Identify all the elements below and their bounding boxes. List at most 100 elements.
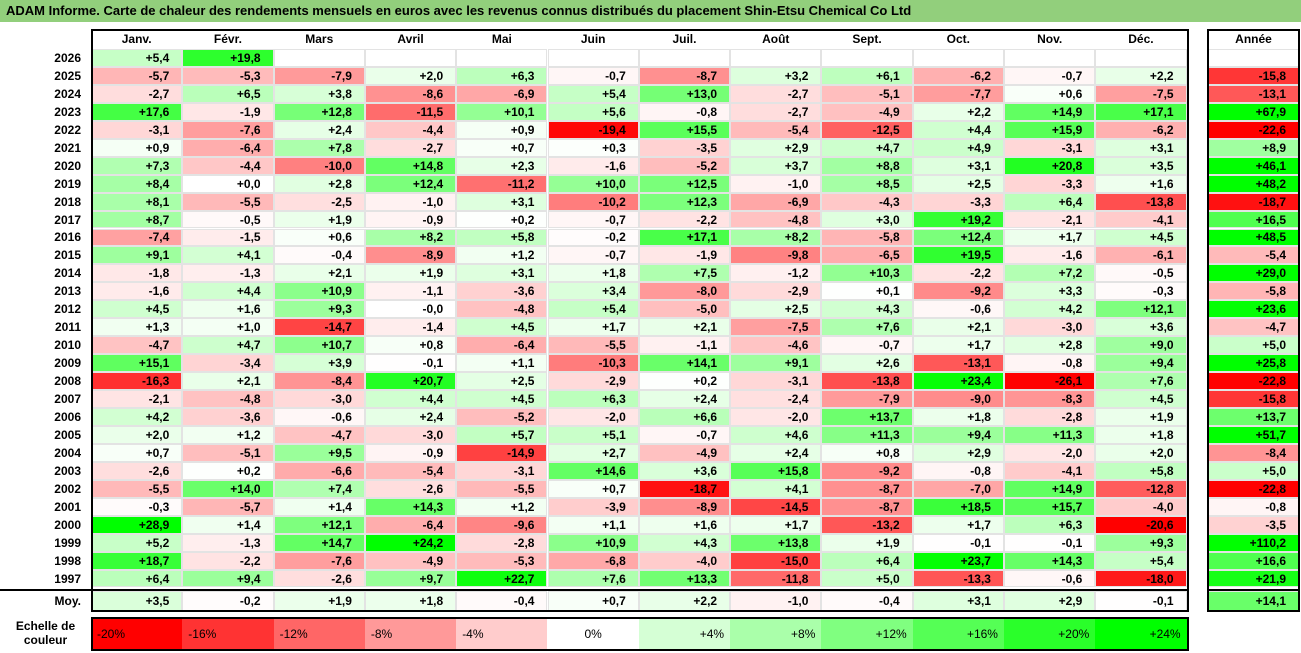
- heat-cell: +4,9: [912, 138, 1004, 157]
- year-label: 2005: [54, 427, 81, 442]
- heat-cell: +4,5: [1095, 390, 1187, 408]
- color-scale-stop: -12%: [273, 618, 365, 650]
- heat-cell: [730, 49, 822, 67]
- month-header: Juil.: [672, 32, 697, 46]
- year-label: 2008: [54, 374, 81, 389]
- heat-cell: +2,7: [547, 443, 639, 462]
- heat-cell: +0,1: [821, 282, 913, 301]
- heat-cell: -5,7: [182, 497, 274, 516]
- heat-cell: -9,2: [912, 282, 1004, 301]
- heat-cell: -3,3: [912, 192, 1004, 211]
- heat-cell: +1,7: [730, 515, 822, 534]
- heat-cell: +9,0: [1095, 336, 1187, 355]
- heat-cell: +19,2: [912, 210, 1004, 229]
- month-header: Mai: [491, 32, 512, 46]
- average-cell: +0,7: [547, 590, 639, 611]
- heat-cell: -4,1: [1095, 210, 1187, 229]
- heat-cell: +4,1: [182, 246, 274, 265]
- heat-cell: +9,1: [91, 246, 183, 265]
- year-label: 2013: [54, 284, 81, 299]
- annual-cell: +21,9: [1208, 569, 1299, 588]
- heat-cell: -4,4: [364, 120, 457, 139]
- year-label: 2010: [54, 338, 81, 353]
- year-label: 2003: [54, 463, 81, 478]
- annual-cell: +51,7: [1208, 425, 1299, 444]
- heat-cell: -2,6: [91, 461, 183, 480]
- annual-cell: -22,8: [1208, 372, 1299, 391]
- average-cell: +2,2: [638, 590, 731, 611]
- heat-cell: +12,1: [1095, 300, 1187, 319]
- average-cell: -0,2: [182, 590, 274, 611]
- heat-cell: +13,7: [821, 408, 913, 426]
- heat-cell: -6,2: [912, 66, 1004, 85]
- heat-cell: +14,9: [1004, 102, 1096, 121]
- heat-cell: +15,5: [638, 120, 731, 139]
- heat-cell: -1,9: [638, 246, 731, 265]
- heat-cell: +0,2: [456, 210, 548, 229]
- heat-cell: +5,8: [1095, 461, 1187, 480]
- heat-cell: +3,0: [821, 210, 913, 229]
- annual-cell: -3,5: [1208, 515, 1299, 534]
- heat-cell: -2,1: [91, 390, 183, 408]
- annual-cell: +13,7: [1208, 408, 1299, 426]
- year-label: 1998: [54, 553, 81, 568]
- heat-cell: +17,1: [1095, 102, 1187, 121]
- heat-cell: -7,4: [91, 228, 183, 247]
- heat-cell: -7,9: [273, 66, 365, 85]
- heat-cell: -2,9: [547, 372, 639, 391]
- heat-cell: +2,5: [912, 174, 1004, 193]
- year-label: 2018: [54, 194, 81, 209]
- heat-cell: -1,6: [91, 282, 183, 301]
- heat-cell: -8,0: [638, 282, 731, 301]
- heat-cell: -13,8: [821, 372, 913, 391]
- heat-cell: +1,1: [547, 515, 639, 534]
- heat-cell: +2,4: [273, 120, 365, 139]
- month-header: Janv.: [121, 32, 152, 46]
- heat-cell: +14,1: [638, 354, 731, 373]
- heat-cell: -2,7: [730, 84, 822, 103]
- heat-cell: -1,5: [182, 228, 274, 247]
- year-label: 2021: [54, 140, 81, 155]
- heat-cell: +5,4: [547, 300, 639, 319]
- month-header: Avril: [397, 32, 424, 46]
- annual-cell: -18,7: [1208, 192, 1299, 211]
- heat-cell: -2,2: [182, 551, 274, 570]
- heat-cell: +6,3: [547, 390, 639, 408]
- average-cell: -0,4: [456, 590, 548, 611]
- heat-cell: +0,6: [273, 228, 365, 247]
- heat-cell: +2,0: [91, 425, 183, 444]
- average-cell: +3,5: [91, 590, 183, 611]
- month-header: Mars: [305, 32, 334, 46]
- heat-cell: +7,2: [1004, 264, 1096, 283]
- heat-cell: -2,8: [456, 533, 548, 552]
- heat-cell: -1,2: [730, 264, 822, 283]
- heat-cell: -1,3: [182, 264, 274, 283]
- heat-cell: +8,5: [821, 174, 913, 193]
- heat-cell: -0,7: [821, 336, 913, 355]
- heat-cell: +6,3: [1004, 515, 1096, 534]
- heat-cell: -7,5: [730, 318, 822, 337]
- heat-cell: +3,6: [1095, 318, 1187, 337]
- heat-cell: +1,6: [1095, 174, 1187, 193]
- heat-cell: -5,0: [638, 300, 731, 319]
- heat-cell: -0,7: [547, 246, 639, 265]
- heat-cell: +9,5: [273, 443, 365, 462]
- heat-cell: -6,5: [821, 246, 913, 265]
- year-label: 2011: [54, 320, 81, 335]
- heat-cell: +4,2: [1004, 300, 1096, 319]
- annual-cell: -15,8: [1208, 390, 1299, 408]
- heat-cell: +7,4: [273, 479, 365, 498]
- heat-cell: +2,0: [1095, 443, 1187, 462]
- heat-cell: [638, 49, 731, 67]
- heat-cell: +1,8: [912, 408, 1004, 426]
- heat-cell: [273, 49, 365, 67]
- heat-cell: +0,3: [547, 138, 639, 157]
- heat-cell: +6,4: [821, 551, 913, 570]
- heat-cell: +0,7: [456, 138, 548, 157]
- heat-cell: +2,9: [912, 443, 1004, 462]
- heat-cell: -6,8: [547, 551, 639, 570]
- annual-cell: -5,4: [1208, 246, 1299, 265]
- heat-cell: +5,4: [547, 84, 639, 103]
- average-separator: [0, 588, 1189, 591]
- heat-cell: -3,0: [273, 390, 365, 408]
